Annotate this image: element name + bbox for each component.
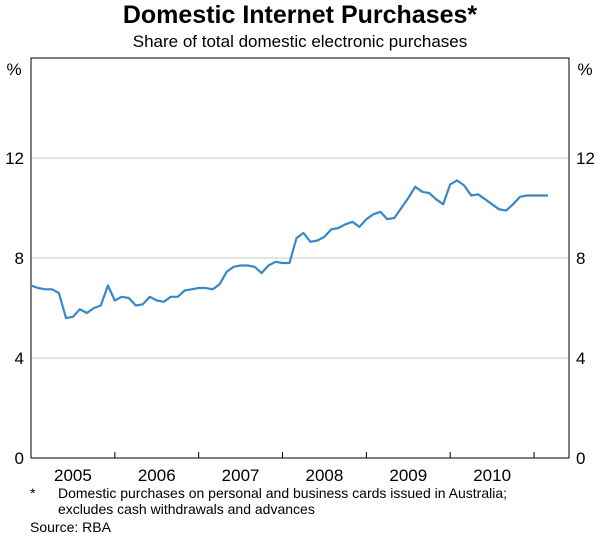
y-tick-label-left-12: 12 bbox=[5, 149, 24, 168]
y-tick-label-left-8: 8 bbox=[15, 249, 24, 268]
x-tick-label-2007: 2007 bbox=[222, 466, 260, 485]
y-tick-labels: 0 0 4 4 8 8 12 12 bbox=[5, 149, 595, 468]
x-tick-labels: 2005 2006 2007 2008 2009 2010 bbox=[54, 466, 511, 485]
y-axis-unit-right: % bbox=[577, 60, 592, 79]
y-tick-label-right-4: 4 bbox=[576, 349, 585, 368]
y-tick-label-left-0: 0 bbox=[15, 449, 24, 468]
x-tick-label-2010: 2010 bbox=[473, 466, 511, 485]
y-axis-unit-left: % bbox=[6, 60, 21, 79]
x-tick-label-2009: 2009 bbox=[389, 466, 427, 485]
footnote-marker: * bbox=[30, 485, 36, 501]
tick-marks bbox=[114, 452, 535, 458]
series-line bbox=[30, 179, 548, 320]
y-tick-label-right-0: 0 bbox=[576, 449, 585, 468]
y-tick-label-left-4: 4 bbox=[15, 349, 24, 368]
gridlines bbox=[31, 157, 569, 359]
source-note: Source: RBA bbox=[30, 519, 111, 535]
chart-subtitle: Share of total domestic electronic purch… bbox=[132, 32, 468, 51]
x-tick-label-2006: 2006 bbox=[138, 466, 176, 485]
y-tick-label-right-12: 12 bbox=[576, 149, 595, 168]
plot-frame bbox=[30, 57, 570, 459]
footnote-line-1: Domestic purchases on personal and busin… bbox=[58, 485, 508, 501]
footnote-line-2: excludes cash withdrawals and advances bbox=[58, 501, 315, 517]
chart-title: Domestic Internet Purchases* bbox=[122, 1, 478, 29]
x-tick-label-2005: 2005 bbox=[54, 466, 92, 485]
x-tick-label-2008: 2008 bbox=[306, 466, 344, 485]
y-tick-label-right-8: 8 bbox=[576, 249, 585, 268]
